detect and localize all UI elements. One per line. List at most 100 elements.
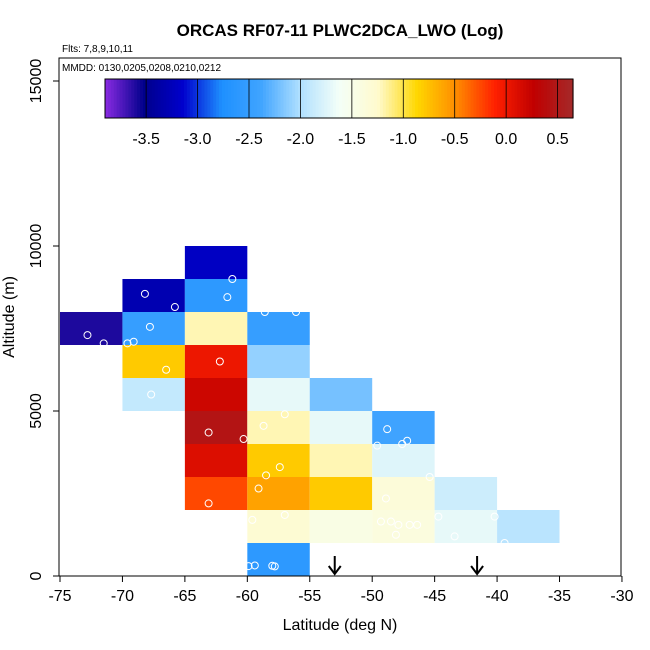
- colorbar-segment-79: [336, 79, 340, 118]
- heatmap-cell-4: [122, 378, 185, 411]
- sample-point-19: [275, 463, 284, 472]
- colorbar-segment-2: [110, 79, 115, 118]
- colorbar-segment-157: [564, 79, 568, 118]
- colorbar-segment-131: [488, 79, 492, 118]
- sample-point-31: [373, 441, 382, 450]
- colorbar-segment-3: [113, 79, 118, 118]
- colorbar-segment-92: [374, 79, 378, 118]
- sample-point-1: [99, 339, 108, 348]
- x-tick-label-5: -50: [361, 588, 384, 605]
- colorbar-segment-60: [280, 79, 285, 118]
- colorbar-segment-66: [298, 79, 302, 118]
- colorbar-segment-33: [201, 79, 206, 118]
- colorbar-segment-55: [265, 79, 270, 118]
- sample-point-40: [434, 512, 443, 521]
- colorbar-segment-82: [344, 79, 349, 118]
- colorbar-segment-108: [420, 79, 425, 118]
- heatmap-cell-19: [247, 510, 310, 543]
- heatmap-cell-31: [434, 510, 498, 543]
- colorbar-segment-126: [473, 79, 478, 118]
- colorbar-segment-107: [417, 79, 422, 118]
- heatmap-cell-3: [122, 345, 185, 378]
- heatmap-cell-10: [184, 411, 248, 444]
- colorbar-segment-35: [207, 79, 211, 118]
- colorbar-segment-25: [178, 79, 182, 118]
- colorbar-segment-13: [143, 79, 147, 118]
- colorbar-segment-85: [353, 79, 358, 118]
- heatmap-cell-16: [247, 411, 310, 444]
- colorbar-segment-46: [239, 79, 244, 118]
- sample-point-35: [394, 520, 403, 529]
- sample-point-32: [381, 494, 390, 503]
- colorbar-segment-144: [526, 79, 530, 118]
- sample-point-41: [450, 532, 459, 541]
- sample-point-28: [383, 425, 392, 434]
- heatmap-cell-14: [247, 345, 310, 378]
- colorbar-segment-54: [262, 79, 267, 118]
- colorbar-tick-label-2: -2.5: [235, 131, 263, 148]
- colorbar-segment-110: [426, 79, 431, 118]
- colorbar-segment-136: [502, 79, 507, 118]
- colorbar-segment-63: [289, 79, 293, 118]
- colorbar-segment-93: [377, 79, 381, 118]
- colorbar-segment-17: [154, 79, 159, 118]
- colorbar: [105, 79, 574, 118]
- colorbar-segment-7: [125, 79, 129, 118]
- sample-point-7: [162, 365, 171, 374]
- sample-point-30: [398, 440, 407, 448]
- colorbar-segment-75: [324, 79, 328, 118]
- colorbar-segment-59: [277, 79, 282, 118]
- colorbar-segment-99: [394, 79, 399, 118]
- colorbar-segment-91: [371, 79, 375, 118]
- colorbar-segment-123: [464, 79, 469, 118]
- colorbar-segment-69: [306, 79, 311, 118]
- colorbar-segment-86: [356, 79, 361, 118]
- colorbar-segment-20: [163, 79, 168, 118]
- colorbar-segment-77: [330, 79, 334, 118]
- colorbar-segment-11: [137, 79, 141, 118]
- colorbar-segment-65: [295, 79, 299, 118]
- heatmap-cell-32: [497, 510, 560, 543]
- colorbar-segment-71: [312, 79, 317, 118]
- heatmap-cell-9: [184, 378, 248, 411]
- arrow-marker-1: [469, 554, 486, 576]
- x-tick-label-0: -75: [48, 588, 71, 605]
- colorbar-segment-43: [230, 79, 235, 118]
- colorbar-segment-32: [198, 79, 203, 118]
- sample-point-15: [260, 308, 269, 316]
- colorbar-segment-14: [145, 79, 150, 118]
- colorbar-segment-78: [333, 79, 337, 118]
- colorbar-segment-16: [151, 79, 156, 118]
- colorbar-segment-74: [321, 79, 325, 118]
- colorbar-segment-142: [520, 79, 524, 118]
- sample-point-4: [145, 322, 154, 331]
- colorbar-tick-label-1: -3.0: [184, 131, 212, 148]
- heatmap-cell-29: [372, 510, 435, 543]
- colorbar-segment-28: [186, 79, 191, 118]
- colorbar-segment-114: [438, 79, 442, 118]
- heatmap-cell-22: [309, 411, 373, 444]
- plot-frame: [58, 57, 622, 577]
- sample-point-10: [223, 293, 232, 302]
- colorbar-segment-127: [476, 79, 480, 118]
- heatmap-cell-27: [372, 444, 435, 477]
- colorbar-segment-87: [359, 79, 363, 118]
- colorbar-segment-50: [251, 79, 255, 118]
- colorbar-segment-68: [303, 79, 308, 118]
- colorbar-segment-72: [315, 79, 320, 118]
- colorbar-tick-label-3: -2.0: [287, 131, 315, 148]
- x-tick-label-6: -45: [423, 588, 446, 605]
- x-tick-label-1: -70: [111, 588, 134, 605]
- colorbar-segment-10: [134, 79, 138, 118]
- colorbar-segment-4: [116, 79, 121, 118]
- colorbar-segment-67: [300, 79, 305, 118]
- colorbar-segment-94: [379, 79, 384, 118]
- colorbar-segment-45: [236, 79, 241, 118]
- colorbar-segment-64: [292, 79, 296, 118]
- heatmap-cell-30: [434, 477, 498, 510]
- colorbar-segment-47: [242, 79, 246, 118]
- colorbar-segment-138: [508, 79, 513, 118]
- sample-point-43: [500, 539, 509, 547]
- colorbar-segment-112: [432, 79, 437, 118]
- colorbar-tick-label-4: -1.5: [338, 131, 366, 148]
